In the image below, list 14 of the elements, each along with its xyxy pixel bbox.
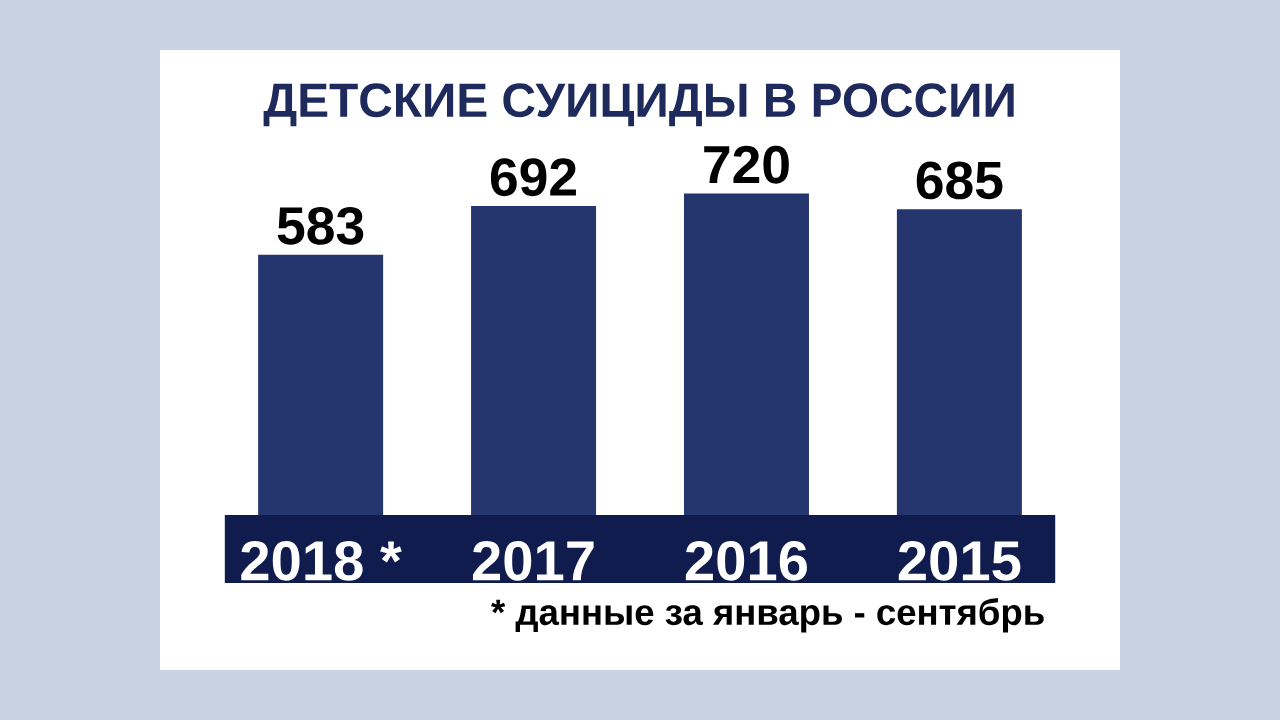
bar	[896, 209, 1022, 515]
data-label: 720	[704, 145, 789, 184]
x-tick-label: 2016	[685, 540, 807, 581]
data-label: 583	[277, 206, 364, 245]
x-tick-label: 2017	[472, 540, 594, 581]
data-label: 685	[916, 161, 1003, 200]
chart-title: ДЕТСКИЕ СУИЦИДЫ В РОССИИ	[263, 83, 1014, 127]
bar	[258, 254, 384, 515]
x-tick-label: 2018 *	[241, 540, 402, 581]
bar	[683, 193, 809, 515]
x-tick-label: 2015	[898, 540, 1021, 581]
data-label: 692	[490, 158, 576, 197]
bar	[471, 206, 597, 515]
text: * данные за январь - сентябрь	[491, 598, 1044, 633]
